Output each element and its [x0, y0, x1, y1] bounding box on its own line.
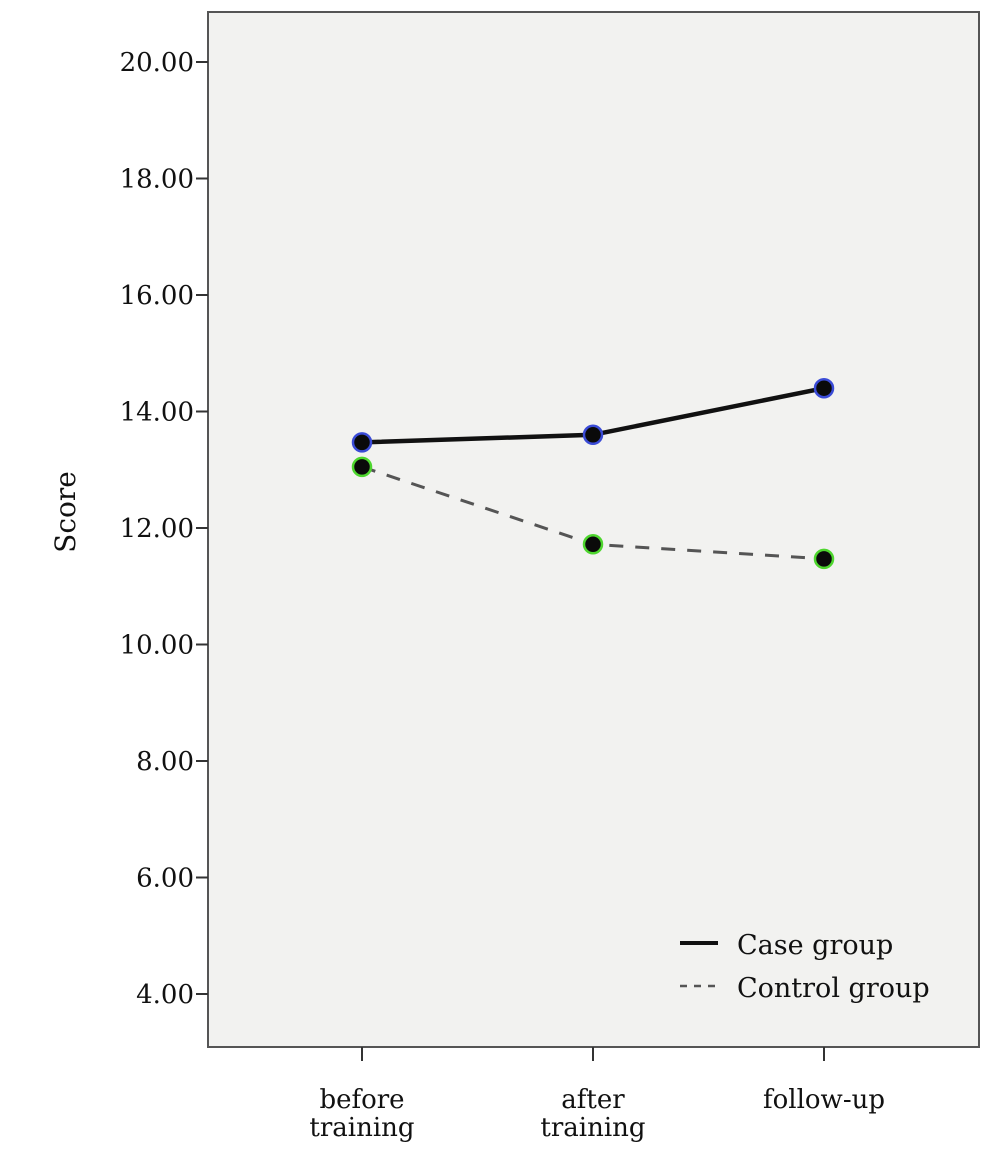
data-point: [813, 377, 835, 399]
data-point: [351, 456, 373, 478]
legend-label: Case group: [737, 930, 893, 961]
data-point: [813, 548, 835, 570]
y-tick-label: 4.00: [136, 980, 194, 1010]
data-point: [582, 534, 604, 555]
y-axis-title: Score: [49, 471, 82, 553]
y-tick-label: 6.00: [136, 864, 194, 894]
y-tick-label: 8.00: [136, 747, 194, 777]
y-tick-label: 10.00: [120, 631, 194, 661]
series-layer: [351, 377, 835, 570]
y-tick-label: 20.00: [120, 48, 194, 78]
y-tick-label: 16.00: [120, 281, 194, 311]
x-axis: before training after training follow-up: [309, 1047, 885, 1143]
legend: Case group Control group: [680, 930, 930, 1004]
x-tick-label: follow-up: [763, 1085, 885, 1115]
plot-area: [207, 11, 980, 1048]
y-axis: 4.00 6.00 8.00 10.00 12.00 14.00 16.00 18.00 20.…: [120, 48, 208, 1010]
legend-label: Control group: [737, 973, 930, 1004]
data-point: [582, 424, 604, 446]
data-point: [351, 432, 373, 453]
y-tick-label: 12.00: [120, 514, 194, 544]
y-tick-label: 14.00: [120, 398, 194, 428]
y-tick-label: 18.00: [120, 165, 194, 195]
x-tick-label: after training: [540, 1085, 645, 1143]
x-tick-label: before training: [309, 1085, 414, 1143]
